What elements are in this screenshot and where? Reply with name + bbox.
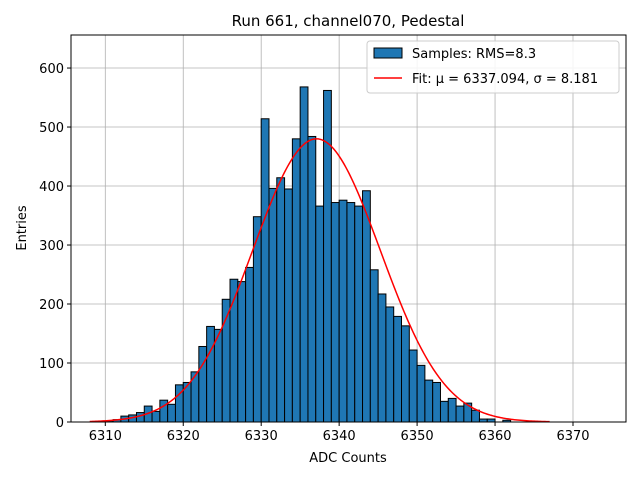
histogram-bar: [416, 364, 426, 423]
y-axis-ticks: 0 100 200 300 400 500 600: [39, 62, 71, 431]
x-tick-label: 6320: [167, 429, 200, 444]
histogram-bar: [299, 86, 309, 423]
histogram-bar: [455, 405, 465, 423]
histogram-bar: [354, 205, 364, 423]
histogram-bar: [245, 266, 254, 423]
legend-label-samples: Samples: RMS=8.3: [412, 47, 536, 62]
histogram-bar: [135, 412, 145, 423]
histogram-bar: [408, 349, 418, 423]
y-tick-label: 300: [39, 239, 64, 254]
histogram-bar: [252, 216, 262, 423]
y-tick-label: 200: [39, 298, 64, 313]
histogram-bar: [260, 118, 270, 423]
chart-title: Run 661, channel070, Pedestal: [232, 12, 465, 30]
y-axis-label: Entries: [15, 205, 30, 251]
histogram-bar: [167, 403, 176, 423]
plot-frame: [70, 34, 627, 423]
y-tick-label: 600: [39, 62, 64, 77]
histogram-bar: [439, 400, 449, 423]
histogram-bar: [447, 397, 457, 423]
legend-box: [366, 40, 620, 94]
histogram-bar: [432, 381, 441, 423]
histogram-bar: [471, 409, 480, 423]
x-tick-label: 6310: [89, 429, 122, 444]
histogram-bar: [206, 325, 215, 423]
fit-curve-line: [89, 138, 550, 423]
histogram-bar: [393, 315, 403, 423]
legend: Samples: RMS=8.3 Fit: μ = 6337.094, σ = …: [366, 40, 620, 94]
histogram-bar: [323, 89, 332, 423]
histogram-bar: [213, 328, 223, 423]
histogram-bar: [401, 325, 410, 423]
histogram-bar: [276, 177, 286, 423]
histogram-bar: [237, 281, 247, 423]
x-axis-label: ADC Counts: [309, 451, 387, 466]
x-tick-label: 6370: [556, 429, 589, 444]
x-tick-label: 6340: [323, 429, 356, 444]
x-tick-label: 6350: [401, 429, 434, 444]
y-tick-label: 500: [39, 121, 64, 136]
histogram-bar: [424, 379, 434, 423]
legend-label-fit: Fit: μ = 6337.094, σ = 8.181: [412, 72, 598, 87]
histogram-bar: [291, 138, 301, 423]
histogram-bar: [369, 269, 379, 423]
histogram-bar: [307, 135, 317, 423]
histogram-bar: [198, 345, 208, 423]
histogram-bar: [151, 410, 161, 423]
histogram-bar: [362, 190, 371, 423]
histogram-bar: [315, 205, 325, 423]
histogram-bar: [330, 202, 340, 423]
histogram-bar: [377, 293, 387, 423]
y-tick-label: 0: [56, 416, 64, 431]
histogram-bar: [346, 202, 356, 423]
histogram-bar: [338, 199, 348, 423]
y-tick-label: 100: [39, 357, 64, 372]
x-tick-label: 6360: [478, 429, 511, 444]
y-tick-label: 400: [39, 180, 64, 195]
x-tick-label: 6330: [245, 429, 278, 444]
legend-patch-samples: [373, 47, 403, 59]
histogram-bar: [385, 306, 395, 423]
histogram-bar: [284, 188, 293, 423]
x-axis-ticks: 6310 6320 6330 6340 6350 6360 6370: [89, 422, 590, 444]
histogram-bar: [268, 187, 278, 423]
